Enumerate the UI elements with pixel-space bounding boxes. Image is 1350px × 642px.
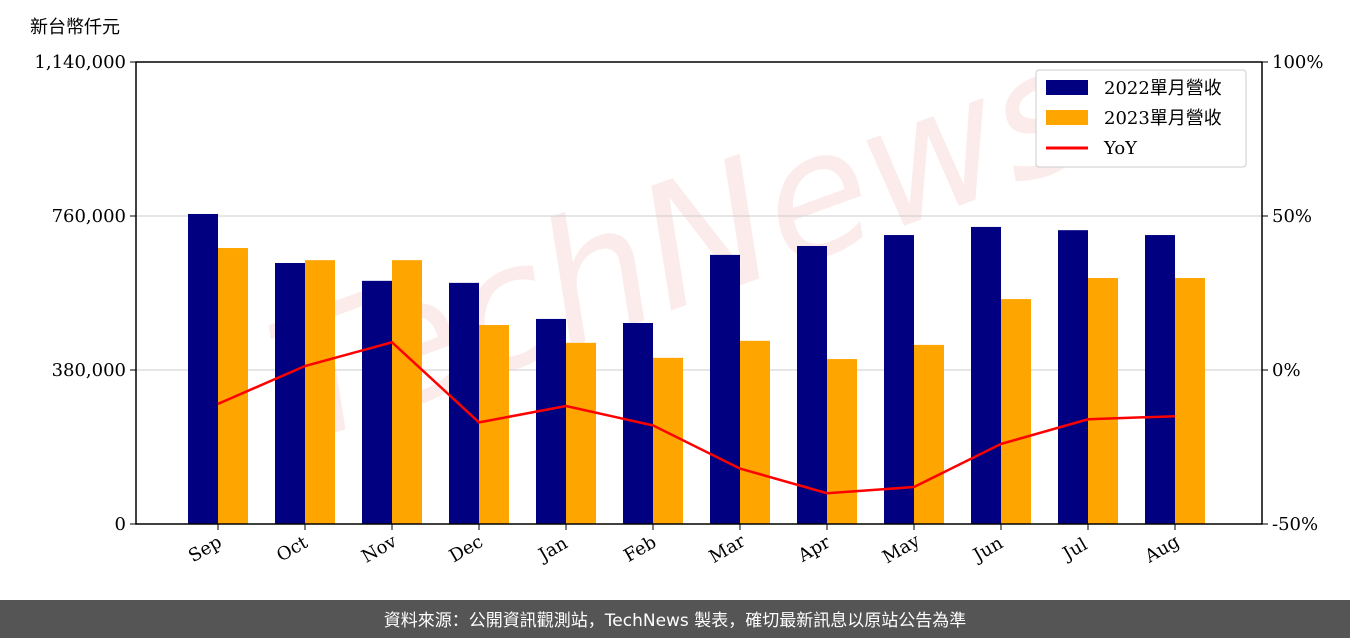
x-tick-label: Nov	[358, 531, 401, 568]
legend-label: 2023單月營收	[1104, 108, 1222, 129]
legend-label: 2022單月營收	[1104, 78, 1222, 99]
legend-label: YoY	[1103, 138, 1138, 159]
yoy-line	[217, 340, 1176, 495]
x-tick-label: Jul	[1058, 534, 1092, 566]
bar	[710, 254, 740, 524]
legend-swatch	[1046, 110, 1088, 125]
x-tick-label: Dec	[446, 531, 487, 567]
bar	[884, 235, 914, 524]
y2-tick-label: 100%	[1272, 52, 1323, 73]
x-tick-label: Mar	[706, 531, 750, 568]
y2-tick-label: 50%	[1272, 206, 1312, 227]
bar	[305, 260, 335, 524]
y-axis-label: 新台幣仟元	[30, 17, 120, 38]
bar	[797, 245, 827, 524]
bar	[1001, 299, 1031, 524]
x-tick-label: Sep	[185, 532, 225, 567]
x-tick-label: Jun	[968, 532, 1007, 567]
bar	[566, 342, 596, 524]
y-tick-label: 0	[115, 514, 126, 535]
bar	[1175, 278, 1205, 524]
footer: 資料來源：公開資訊觀測站，TechNews 製表，確切最新訊息以原站公告為準	[384, 611, 966, 631]
footer-bar	[0, 600, 1350, 638]
bar	[218, 248, 248, 524]
x-tick-label: Oct	[273, 532, 312, 567]
y-tick-label: 760,000	[52, 206, 126, 227]
bar	[479, 325, 509, 524]
x-tick-label: Jan	[533, 533, 571, 567]
bar	[827, 359, 857, 524]
bar	[653, 357, 683, 524]
bar	[188, 213, 218, 524]
bar	[1058, 230, 1088, 524]
bar	[275, 263, 305, 524]
x-tick-label: Aug	[1140, 531, 1183, 568]
y2-tick-label: 0%	[1272, 360, 1301, 381]
bar	[1088, 278, 1118, 524]
bar	[392, 260, 422, 524]
x-tick-label: Feb	[620, 532, 660, 567]
legend-swatch	[1046, 80, 1088, 95]
bar	[449, 282, 479, 524]
bar	[362, 280, 392, 524]
bar	[914, 344, 944, 524]
x-tick-label: Apr	[794, 532, 834, 567]
bar	[971, 226, 1001, 524]
y-tick-label: 380,000	[52, 360, 126, 381]
bar	[740, 340, 770, 524]
y-tick-label: 1,140,000	[34, 52, 126, 73]
bar	[536, 318, 566, 524]
y2-tick-label: -50%	[1272, 514, 1318, 535]
x-tick-label: May	[879, 530, 924, 568]
plot-frame	[135, 61, 1263, 525]
legend-box	[1035, 69, 1247, 168]
bar	[1145, 235, 1175, 524]
